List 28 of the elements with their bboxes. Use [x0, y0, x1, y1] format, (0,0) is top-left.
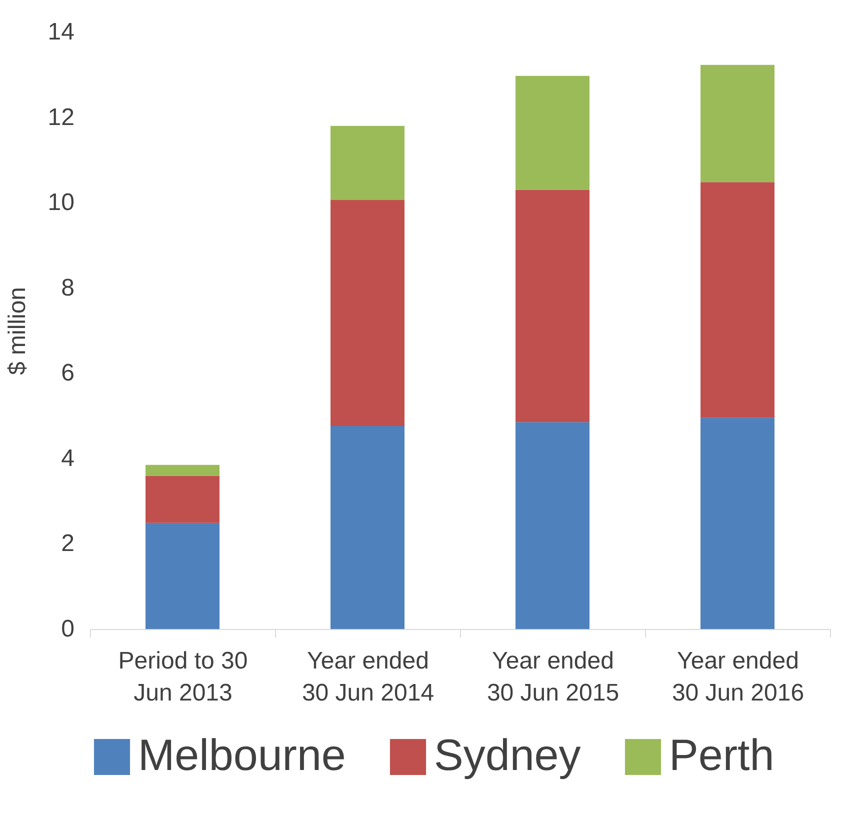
bar [700, 418, 774, 629]
y-tick-label: 4 [61, 444, 74, 472]
y-tick-label: 2 [61, 530, 74, 558]
bar [146, 464, 220, 476]
y-tick-label: 6 [61, 360, 74, 387]
bar [700, 64, 774, 182]
y-axis-title: $ million [4, 286, 31, 376]
x-tick-label: Year ended 30 Jun 2014 [302, 648, 434, 706]
legend-label: Sydney [434, 731, 581, 780]
bar [146, 476, 220, 523]
y-tick-label: 10 [48, 189, 74, 216]
bar [516, 76, 590, 190]
x-tick-label: Year ended 30 Jun 2016 [672, 648, 804, 706]
bar [330, 200, 404, 426]
bar [516, 190, 590, 422]
bar [516, 422, 590, 629]
bar [700, 182, 774, 418]
x-tick-label: Period to 30 Jun 2013 [118, 648, 248, 706]
legend-label: Melbourne [138, 731, 346, 780]
bar [330, 126, 404, 200]
legend-label: Perth [669, 731, 774, 780]
y-tick-label: 12 [48, 104, 74, 131]
y-tick-label: 0 [61, 616, 74, 642]
x-tick-label: Year ended 30 Jun 2015 [486, 648, 620, 706]
bar [330, 426, 404, 629]
y-tick-label: 14 [48, 18, 74, 46]
bar [146, 522, 220, 629]
y-tick-label: 8 [61, 274, 74, 302]
